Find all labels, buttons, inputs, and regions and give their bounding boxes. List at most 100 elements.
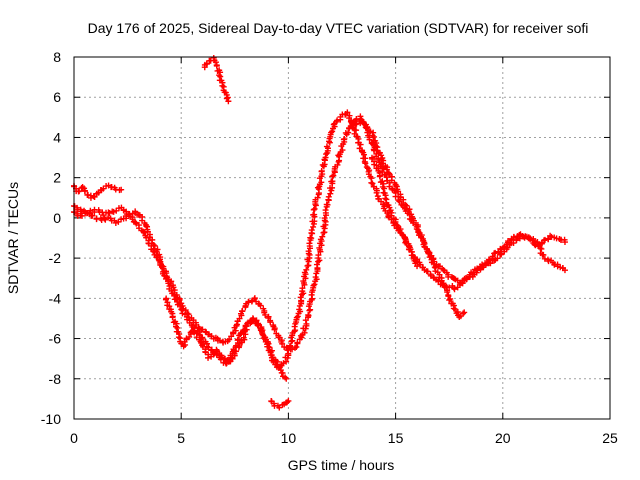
data-point bbox=[460, 310, 467, 317]
data-point bbox=[353, 127, 360, 134]
data-point bbox=[364, 124, 371, 131]
data-point bbox=[216, 337, 223, 344]
data-point bbox=[236, 315, 243, 322]
data-point bbox=[225, 98, 232, 105]
data-point bbox=[132, 219, 139, 226]
data-point bbox=[271, 326, 278, 333]
data-point bbox=[219, 82, 226, 89]
data-point bbox=[297, 294, 304, 301]
data-point bbox=[329, 128, 336, 135]
data-point bbox=[535, 242, 542, 249]
data-point bbox=[392, 218, 399, 225]
data-point bbox=[84, 191, 91, 198]
data-point bbox=[344, 109, 351, 116]
data-point bbox=[241, 326, 248, 333]
data-point bbox=[376, 173, 383, 180]
data-point bbox=[311, 205, 318, 212]
data-point bbox=[383, 166, 390, 173]
data-point bbox=[361, 151, 368, 158]
x-tick-label: 15 bbox=[388, 430, 404, 446]
x-tick-label: 5 bbox=[177, 430, 185, 446]
data-point bbox=[213, 346, 220, 353]
data-point bbox=[184, 310, 191, 317]
data-point bbox=[260, 335, 267, 342]
data-point bbox=[199, 334, 206, 341]
data-point bbox=[323, 201, 330, 208]
data-point bbox=[451, 286, 458, 293]
data-point bbox=[302, 325, 309, 332]
data-point bbox=[461, 309, 468, 316]
data-point bbox=[334, 117, 341, 124]
data-point bbox=[101, 215, 108, 222]
data-point bbox=[510, 240, 517, 247]
data-point bbox=[505, 238, 512, 245]
data-point bbox=[314, 194, 321, 201]
data-point bbox=[310, 206, 317, 213]
data-point bbox=[372, 143, 379, 150]
data-point bbox=[341, 135, 348, 142]
data-point bbox=[310, 223, 317, 230]
data-point bbox=[265, 343, 272, 350]
data-point bbox=[366, 128, 373, 135]
data-point bbox=[362, 160, 369, 167]
data-point bbox=[87, 207, 94, 214]
data-point bbox=[318, 167, 325, 174]
data-point bbox=[301, 329, 308, 336]
data-point bbox=[262, 311, 269, 318]
y-tick-label: -4 bbox=[49, 290, 62, 306]
y-tick-label: 2 bbox=[53, 170, 61, 186]
data-point bbox=[330, 172, 337, 179]
data-point bbox=[294, 339, 301, 346]
data-point bbox=[494, 255, 501, 262]
data-point bbox=[279, 340, 286, 347]
data-point bbox=[169, 314, 176, 321]
x-tick-label: 20 bbox=[495, 430, 511, 446]
y-tick-label: -10 bbox=[41, 411, 61, 427]
grid-lines bbox=[74, 57, 610, 419]
data-point bbox=[313, 261, 320, 268]
data-point bbox=[303, 266, 310, 273]
data-point bbox=[498, 250, 505, 257]
data-point bbox=[414, 263, 421, 270]
data-point bbox=[442, 284, 449, 291]
data-point bbox=[118, 186, 125, 193]
data-point bbox=[522, 233, 529, 240]
data-point bbox=[357, 141, 364, 148]
x-tick-label: 25 bbox=[602, 430, 618, 446]
data-point bbox=[293, 344, 300, 351]
data-point bbox=[153, 254, 160, 261]
data-point bbox=[447, 295, 454, 302]
data-point bbox=[315, 252, 322, 259]
data-point bbox=[205, 354, 212, 361]
series-track-6 bbox=[268, 397, 292, 411]
data-point bbox=[327, 190, 334, 197]
data-point bbox=[307, 306, 314, 313]
series-track-2 bbox=[70, 113, 568, 353]
x-axis-label: GPS time / hours bbox=[288, 457, 395, 473]
data-point bbox=[541, 255, 548, 262]
data-point bbox=[261, 334, 268, 341]
data-point bbox=[267, 319, 274, 326]
data-point bbox=[81, 188, 88, 195]
data-point bbox=[213, 62, 220, 69]
data-point bbox=[369, 180, 376, 187]
data-point bbox=[217, 356, 224, 363]
data-point bbox=[462, 275, 469, 282]
data-point bbox=[396, 198, 403, 205]
series-track-8 bbox=[368, 154, 421, 270]
data-point bbox=[534, 238, 541, 245]
y-tick-label: 8 bbox=[53, 49, 61, 65]
data-point bbox=[158, 263, 165, 270]
axis-ticks: 0 5 10 15 20 25 -10 -8 -6 -4 -2 0 2 4 6 8 bbox=[41, 49, 618, 446]
data-point bbox=[561, 239, 568, 246]
data-point bbox=[210, 351, 217, 358]
y-tick-label: -2 bbox=[49, 250, 62, 266]
data-point bbox=[285, 397, 292, 404]
data-point bbox=[491, 257, 498, 264]
data-point bbox=[283, 375, 290, 382]
data-point bbox=[123, 211, 130, 218]
data-point bbox=[257, 302, 264, 309]
series-track-3 bbox=[162, 295, 290, 382]
data-point bbox=[170, 284, 177, 291]
